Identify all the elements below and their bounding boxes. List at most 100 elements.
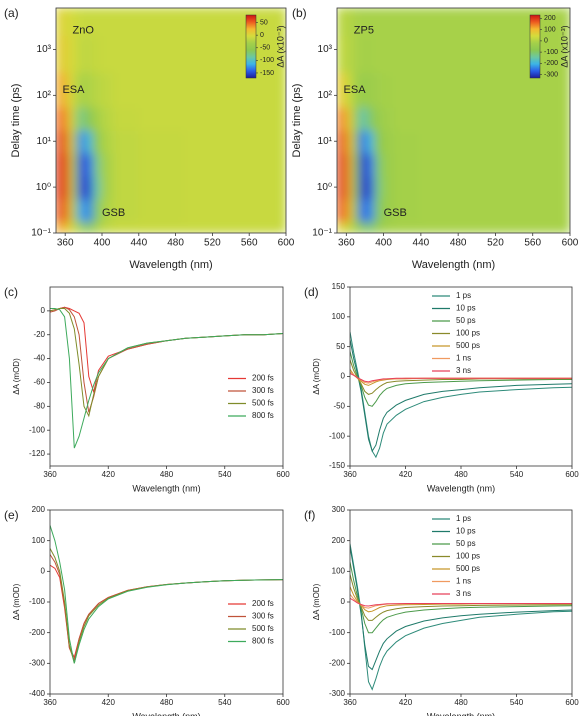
y-axis-label: ΔA (mOD) [12, 358, 21, 395]
colorbar-tick-label: 0 [544, 38, 548, 45]
x-tick-label: 480 [160, 470, 174, 479]
annotation: ESA [62, 84, 85, 96]
heat-cell [394, 71, 422, 108]
heat-cell [351, 175, 360, 200]
y-axis-label: Delay time (ps) [10, 84, 22, 158]
heat-cell [466, 198, 534, 223]
heat-cell [56, 221, 64, 233]
legend-label: 10 ps [456, 527, 476, 536]
legend-label: 50 ps [456, 316, 476, 325]
heat-cell [84, 35, 94, 73]
panel: 1 ps 10 ps 50 ps 100 ps 500 ps 1 ns 3 ns 360 420… [304, 282, 579, 493]
heat-cell [373, 71, 384, 108]
heat-cell [382, 71, 396, 108]
legend-label: 200 fs [252, 599, 274, 608]
heat-cell [351, 71, 360, 108]
heat-cell [394, 129, 422, 154]
heat-cell [77, 198, 86, 223]
heat-cell [112, 221, 140, 233]
x-tick-label: 400 [94, 238, 111, 249]
heat-cell [62, 106, 72, 131]
colorbar-tick-label: -200 [544, 60, 558, 67]
heat-cell [100, 221, 114, 233]
heat-cell [532, 221, 570, 233]
x-axis-label: Wavelength (nm) [412, 259, 495, 271]
heat-cell [358, 175, 368, 200]
panel-label: (b) [292, 6, 307, 20]
heat-cell [138, 198, 186, 223]
heat-cell [62, 8, 72, 37]
heat-cell [466, 106, 534, 131]
panel-label: (c) [4, 285, 18, 299]
data-line [50, 306, 283, 394]
x-tick-label: 540 [218, 470, 232, 479]
heat-cell [366, 129, 375, 154]
heat-cell [343, 106, 353, 131]
heat-cell [358, 221, 368, 233]
colorbar [245, 14, 257, 79]
x-axis-label: Wavelength (nm) [132, 711, 200, 716]
heat-cell [394, 221, 422, 233]
heat-cell [77, 35, 86, 73]
heat-cell [92, 71, 102, 108]
heat-cell [138, 35, 186, 73]
legend-label: 500 ps [456, 341, 480, 350]
heat-cell [420, 71, 468, 108]
panel-label: (f) [304, 508, 315, 522]
x-tick-label: 600 [276, 698, 290, 707]
legend-label: 500 ps [456, 564, 480, 573]
x-tick-label: 360 [338, 238, 355, 249]
legend-label: 200 fs [252, 374, 274, 383]
heat-cell [62, 221, 72, 233]
y-tick-label: -100 [29, 425, 46, 434]
heat-cell [138, 129, 186, 154]
heat-cell [373, 221, 384, 233]
y-tick-label: -150 [329, 461, 346, 470]
heat-cell [184, 71, 250, 108]
heat-cell [84, 8, 94, 37]
data-line [350, 373, 572, 383]
heat-cell [77, 152, 86, 177]
heat-cell [100, 71, 114, 108]
heat-cell [70, 35, 79, 73]
heat-cell [343, 198, 353, 223]
heat-cell [77, 106, 86, 131]
data-line [350, 546, 572, 671]
y-tick-label: -300 [29, 658, 46, 667]
heat-cell [351, 8, 360, 37]
data-line [350, 339, 572, 453]
heat-cell [112, 35, 140, 73]
y-tick-label: 10² [318, 90, 333, 101]
heat-cell [466, 152, 534, 177]
heat-cell [343, 152, 353, 177]
colorbar-label: ΔA (x10⁻³) [559, 25, 569, 67]
lines [50, 306, 283, 449]
heat-cell [466, 221, 534, 233]
heat-cell [56, 71, 64, 108]
x-axis-label: Wavelength (nm) [129, 259, 212, 271]
legend-label: 1 ps [456, 514, 471, 523]
heat-cell [394, 175, 422, 200]
data-line [350, 331, 572, 459]
colorbar-tick-label: 0 [260, 32, 264, 39]
legend-label: 800 fs [252, 637, 274, 646]
heat-cell [112, 71, 140, 108]
heat-cell [532, 198, 570, 223]
heat-cell [351, 129, 360, 154]
legend-label: 500 fs [252, 624, 274, 633]
heat-cell [100, 106, 114, 131]
legend-label: 3 ns [456, 366, 471, 375]
y-tick-label: 10³ [37, 44, 52, 55]
x-tick-label: 560 [524, 238, 541, 249]
heat-cell [420, 198, 468, 223]
heat-cell [100, 175, 114, 200]
legend-label: 100 ps [456, 329, 480, 338]
heat-cell [138, 8, 186, 37]
heat-cell [56, 129, 64, 154]
heat-cell [343, 221, 353, 233]
y-tick-label: 100 [332, 312, 346, 321]
x-tick-label: 400 [375, 238, 392, 249]
heat-cell [100, 8, 114, 37]
